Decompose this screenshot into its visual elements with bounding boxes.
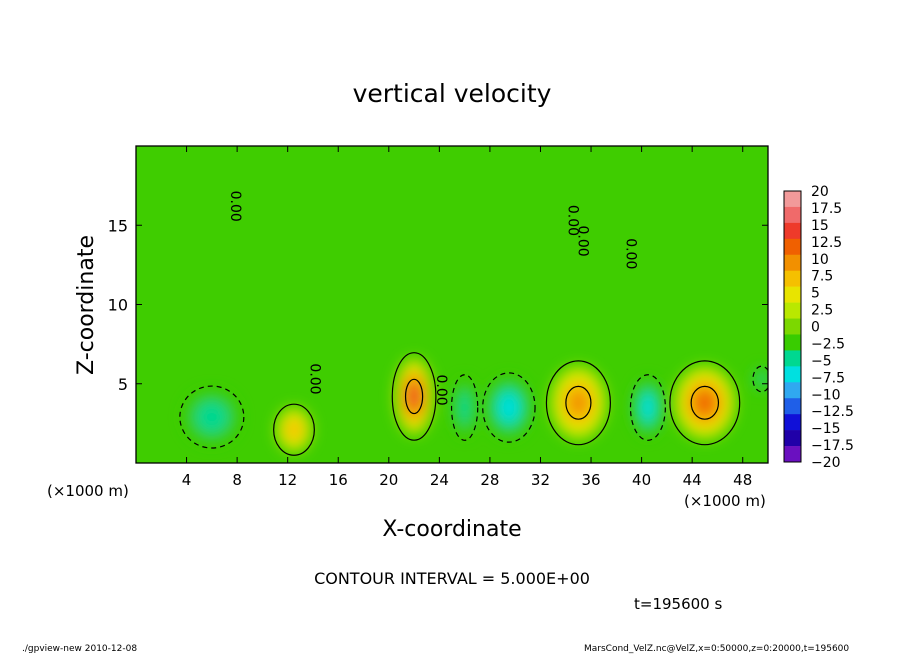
contour-lines: [179, 352, 768, 456]
footer-left: ./gpview-new 2010-12-08: [22, 644, 137, 654]
y-tick-label: 15: [108, 216, 128, 235]
heatmap-cell: [457, 389, 472, 426]
contour-interval-text: CONTOUR INTERVAL = 5.000E+00: [314, 569, 590, 588]
colorbar-swatch: [784, 382, 801, 399]
x-tick-label: 36: [581, 471, 600, 489]
contour-label: 0.00: [227, 191, 243, 222]
x-tick-label: 4: [182, 471, 192, 489]
colorbar-swatch: [784, 286, 801, 303]
colorbar-label: −7.5: [811, 370, 845, 386]
contour-label: 0.00: [574, 226, 590, 257]
y-tick-label: 10: [108, 296, 128, 315]
colorbar-label: −2.5: [811, 336, 845, 352]
contour-line: [179, 385, 245, 449]
colorbar-label: −20: [811, 455, 841, 471]
contour-line: [565, 385, 592, 420]
contour-line: [690, 385, 720, 420]
contour-line: [404, 378, 424, 415]
x-tick-label: 44: [683, 471, 702, 489]
colorbar-swatch: [784, 222, 801, 240]
contour-line: [482, 372, 536, 443]
colorbar-swatch: [784, 270, 801, 287]
y-axis: 5 10 15: [108, 216, 768, 394]
x-tick-label: 28: [480, 471, 499, 489]
colorbar-label: −10: [811, 387, 841, 403]
x-tick-label: 20: [379, 471, 398, 489]
contour-line: [391, 352, 437, 441]
colorbar-label: 17.5: [811, 201, 842, 217]
colorbar-label: 20: [811, 184, 829, 200]
contour-line: [669, 360, 741, 446]
x-tick-label: 8: [232, 471, 242, 489]
contour-line: [450, 374, 479, 441]
x-axis: 4 8 12 16 20 24 28 32 36 40 44 48: [182, 146, 752, 489]
colorbar-swatch: [784, 318, 801, 335]
heatmap-cell: [409, 387, 419, 406]
heatmap-cell: [696, 392, 714, 414]
colorbar-label: 15: [811, 218, 829, 234]
x-tick-label: 40: [632, 471, 651, 489]
heatmap-cell: [757, 372, 767, 386]
plot-area: [136, 146, 768, 463]
colorbar-swatch: [784, 398, 801, 415]
colorbar-swatch: [784, 254, 801, 272]
x-unit-label-right: (×1000 m): [684, 492, 766, 510]
x-axis-label: X-coordinate: [382, 517, 521, 542]
heatmap-cell: [641, 394, 655, 421]
colorbar-label: −5: [811, 353, 832, 369]
colorbar-label: −12.5: [811, 404, 854, 420]
colorbar-frame: [783, 190, 802, 463]
contour-label-group: 0.000.00 0.000.000.000.00: [227, 191, 639, 406]
colorbar-label: 0: [811, 320, 820, 336]
y-tick-label: 5: [118, 375, 128, 394]
contour-line: [545, 360, 611, 446]
colorbar-label: −15: [811, 421, 841, 437]
colorbar-label: 2.5: [811, 303, 833, 319]
time-text: t=195600 s: [634, 595, 722, 613]
x-unit-label-left: (×1000 m): [47, 482, 129, 500]
heatmap-cell: [568, 390, 589, 416]
contour-line: [629, 374, 666, 441]
colorbar-swatch: [784, 238, 801, 256]
x-tick-label: 48: [733, 471, 752, 489]
contour-label: 0.00: [622, 238, 638, 269]
colorbar-swatch: [784, 366, 801, 383]
colorbar-swatch: [784, 191, 801, 208]
x-tick-label: 32: [531, 471, 550, 489]
colorbar-swatch: [784, 430, 801, 447]
colorbar-swatch: [784, 446, 801, 463]
contour-label: 0.00: [306, 363, 322, 394]
colorbar-label: 7.5: [811, 269, 833, 285]
colorbar-swatch: [784, 302, 801, 319]
x-tick-label: 24: [430, 471, 449, 489]
heatmap-cell: [286, 419, 302, 440]
colorbar-swatch: [784, 206, 801, 224]
colorbar-label: −17.5: [811, 438, 854, 454]
colorbar-label: 10: [811, 252, 829, 268]
colorbar-label: 12.5: [811, 235, 842, 251]
heatmap-cells: [184, 358, 768, 452]
heatmap-cell: [194, 400, 229, 434]
contour-line: [273, 403, 315, 456]
contour-label: 0.00: [433, 375, 449, 406]
heatmap-cell: [498, 394, 519, 421]
colorbar-swatch: [784, 350, 801, 367]
chart-title: vertical velocity: [353, 79, 552, 108]
contour-label: 0.00: [564, 205, 580, 236]
footer-right: MarsCond_VelZ.nc@VelZ,x=0:50000,z=0:2000…: [584, 644, 849, 654]
x-tick-label: 12: [278, 471, 297, 489]
colorbar-label: 5: [811, 286, 820, 302]
colorbar: 2017.51512.5107.552.50−2.5−5−7.5−10−12.5…: [783, 184, 854, 471]
colorbar-swatch: [784, 414, 801, 431]
y-axis-label: Z-coordinate: [74, 235, 99, 375]
colorbar-swatch: [784, 334, 801, 351]
x-tick-label: 16: [329, 471, 348, 489]
